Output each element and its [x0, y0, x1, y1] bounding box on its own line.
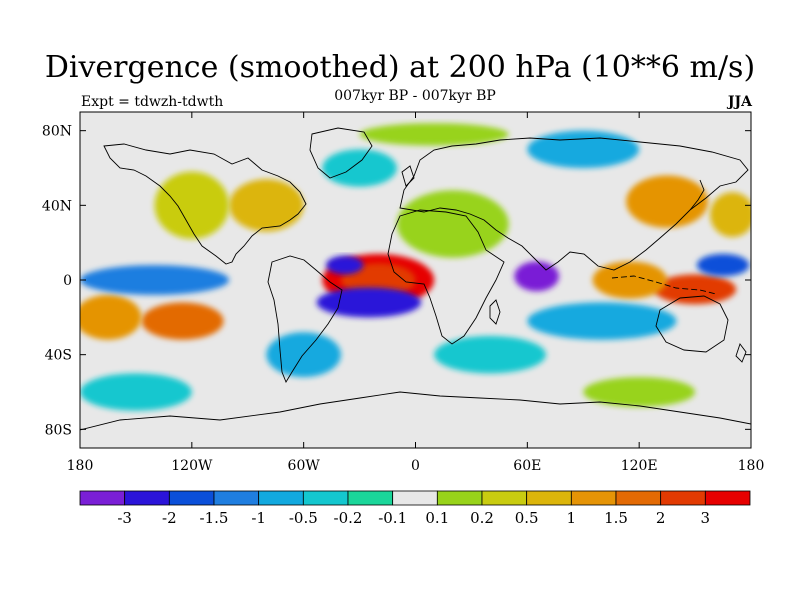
colorbar-swatch	[481, 490, 528, 506]
colorbar-swatch	[660, 490, 706, 506]
lat-tick-label: 40S	[45, 348, 72, 364]
colorbar-swatch	[615, 490, 662, 506]
coastline-africa	[387, 209, 505, 345]
colorbar-label: 0.1	[425, 509, 449, 527]
field-patch	[710, 192, 751, 238]
divergence-field	[80, 123, 751, 411]
coastlines	[80, 127, 751, 431]
lon-tick-label: 0	[411, 458, 420, 474]
colorbar-swatch	[526, 490, 572, 506]
coastline-new-zealand	[735, 343, 747, 363]
field-patch	[322, 149, 397, 187]
colorbar-label: 0.5	[515, 509, 539, 527]
field-patch	[326, 255, 364, 275]
colorbar-label: 1.5	[604, 509, 628, 527]
colorbar-swatch	[436, 490, 483, 506]
colorbar-label: -1.5	[200, 509, 229, 527]
field-patch	[527, 302, 677, 340]
colorbar-swatch	[258, 490, 304, 506]
field-patch	[80, 294, 142, 340]
colorbar-label: -1	[251, 509, 266, 527]
map-plot-area	[79, 111, 752, 449]
lon-tick-label: 180	[738, 458, 765, 474]
map-axes: 80N 40N 0 40S 80S 180 120W 60W 0 60E 120E 180	[42, 112, 764, 474]
colorbar-label: 2	[656, 509, 666, 527]
field-patch	[626, 175, 709, 228]
field-patch	[696, 253, 750, 277]
colorbar-swatch	[213, 490, 260, 506]
field-patch	[80, 373, 192, 411]
field-patch	[154, 171, 230, 239]
field-patch	[396, 190, 509, 258]
experiment-label: Expt = tdwzh-tdwth	[81, 94, 224, 110]
coastline-greenland	[309, 127, 373, 179]
colorbar-swatch	[392, 490, 438, 506]
coastline-australia	[655, 295, 729, 353]
lat-tick-label: 40N	[42, 198, 72, 214]
field-patch	[80, 265, 230, 295]
coastline-eurasia	[399, 137, 749, 271]
colorbar-swatch	[570, 490, 617, 506]
colorbar-swatch	[79, 490, 126, 506]
coastline-madagascar	[489, 299, 501, 325]
colorbar-label: 3	[701, 509, 711, 527]
field-patch	[434, 336, 546, 374]
lon-tick-label: 60W	[288, 458, 321, 474]
colorbar-label: -0.5	[289, 509, 318, 527]
field-patch	[583, 377, 696, 407]
colorbar-label: 1	[567, 509, 577, 527]
field-patch	[592, 261, 668, 299]
lon-tick-label: 180	[67, 458, 94, 474]
colorbar-swatch	[124, 490, 170, 506]
field-patch	[229, 179, 304, 232]
chart-title: Divergence (smoothed) at 200 hPa (10**6 …	[44, 50, 756, 85]
colorbar: -3 -2 -1.5 -1 -0.5 -0.2 -0.1 0.1 0.2 0.5 1 1.5 2 3	[79, 490, 751, 527]
lon-tick-label: 120W	[171, 458, 213, 474]
colorbar-label: -0.2	[334, 509, 363, 527]
field-patch	[141, 302, 224, 340]
colorbar-label: -0.1	[378, 509, 407, 527]
colorbar-swatch	[704, 490, 751, 506]
colorbar-swatch	[347, 490, 394, 506]
chart-subtitle: 007kyr BP - 007kyr BP	[334, 88, 496, 104]
coastline-indonesia	[611, 275, 717, 295]
coastline-north-america	[103, 143, 307, 265]
lat-tick-label: 0	[63, 273, 72, 289]
colorbar-label: -2	[162, 509, 177, 527]
colorbar-swatch	[168, 490, 215, 506]
lon-tick-label: 60E	[513, 458, 541, 474]
coastline-antarctica	[80, 391, 751, 431]
colorbar-label: -3	[117, 509, 132, 527]
field-patch	[527, 130, 640, 168]
field-patch	[316, 287, 422, 318]
colorbar-label: 0.2	[470, 509, 494, 527]
lon-tick-label: 120E	[621, 458, 658, 474]
coastline-japan	[689, 179, 705, 211]
colorbar-swatch	[302, 490, 349, 506]
field-patch	[359, 123, 509, 146]
lat-tick-label: 80S	[45, 422, 72, 438]
coastline-british-isles	[401, 165, 415, 187]
coastline-south-america	[267, 255, 343, 384]
lat-tick-label: 80N	[42, 124, 72, 140]
season-label: JJA	[727, 94, 752, 110]
